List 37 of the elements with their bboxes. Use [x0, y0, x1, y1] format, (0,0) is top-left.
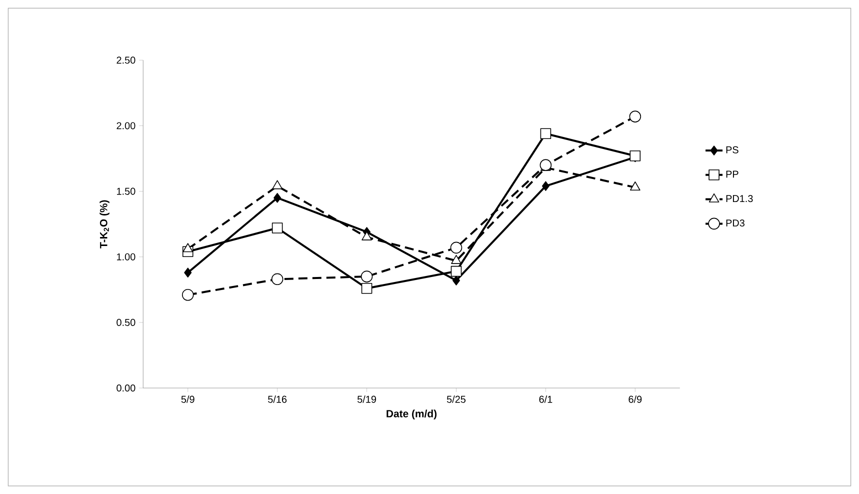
point	[540, 128, 552, 139]
y-tick-label: 1.50	[117, 188, 136, 195]
point	[629, 110, 642, 122]
y-tick-label: 0.00	[116, 384, 136, 392]
point	[361, 282, 372, 294]
point	[450, 266, 462, 277]
point	[450, 242, 462, 254]
y-tick-label: 0.50	[116, 318, 136, 326]
x-tick-label: 5/9	[181, 395, 194, 403]
point	[451, 254, 462, 264]
x-tick-label: 6/9	[628, 395, 642, 403]
point	[362, 231, 372, 240]
y-tick-label: 1.00	[117, 253, 136, 260]
point	[272, 222, 283, 234]
point	[630, 181, 640, 190]
point	[272, 180, 282, 190]
point	[184, 268, 192, 278]
x-tick-label: 5/16	[268, 395, 287, 403]
legend-label: PS	[726, 146, 738, 154]
x-tick-label: 5/19	[357, 395, 376, 403]
x-axis-title: Date (m/d)	[386, 410, 437, 420]
legend-label: PD3	[726, 219, 744, 226]
y-tick-label: 2.50	[116, 56, 136, 64]
x-tick-label: 5/25	[446, 395, 466, 403]
point	[452, 275, 460, 286]
legend-label: PP	[726, 170, 738, 178]
point	[271, 273, 284, 285]
point	[182, 243, 194, 252]
point	[182, 288, 194, 301]
point	[274, 192, 282, 203]
point	[542, 181, 550, 191]
point	[540, 159, 552, 171]
point	[360, 270, 373, 282]
x-tick-label: 6/1	[539, 395, 552, 403]
legend-label: PD1.3	[726, 194, 753, 202]
y-axis-title: T-K$_{2}$O (%)	[100, 200, 110, 248]
y-tick-label: 2.00	[116, 122, 136, 130]
